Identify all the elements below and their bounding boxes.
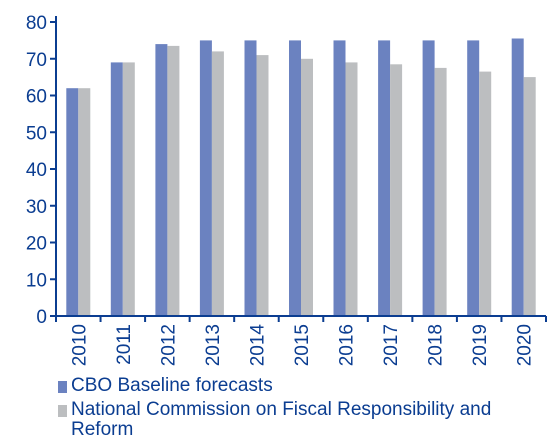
bar-cbo-2012 — [155, 44, 168, 316]
y-tick-label-40: 40 — [26, 160, 47, 181]
legend-swatch-cbo — [58, 381, 67, 393]
bar-commission-2020 — [523, 77, 536, 316]
y-tick-label-10: 10 — [26, 270, 47, 291]
x-tick-label-2017: 2017 — [381, 324, 402, 366]
bar-cbo-2018 — [422, 40, 435, 317]
bar-cbo-2019 — [467, 40, 480, 317]
y-tick-label-0: 0 — [36, 307, 47, 328]
legend: CBO Baseline forecasts National Commissi… — [58, 376, 538, 440]
bar-cbo-2013 — [199, 40, 212, 317]
y-tick-label-70: 70 — [26, 50, 47, 71]
y-tick-label-60: 60 — [26, 87, 47, 108]
x-tick-label-2013: 2013 — [203, 324, 224, 366]
legend-label-commission: National Commission on Fiscal Responsibi… — [71, 399, 492, 440]
legend-swatch-commission — [58, 405, 67, 417]
bar-cbo-2015 — [289, 40, 301, 317]
x-tick-label-2010: 2010 — [69, 324, 90, 366]
legend-item-commission: National Commission on Fiscal Responsibi… — [58, 400, 538, 440]
bar-commission-2012 — [167, 45, 180, 317]
bar-commission-2019 — [479, 71, 492, 316]
bar-commission-2015 — [301, 58, 313, 317]
bar-cbo-2020 — [511, 38, 524, 316]
bar-commission-2010 — [78, 88, 91, 316]
x-tick-label-2014: 2014 — [248, 324, 269, 367]
legend-label-cbo: CBO Baseline forecasts — [71, 375, 273, 396]
x-tick-label-2015: 2015 — [292, 324, 313, 366]
bar-commission-2018 — [434, 67, 447, 317]
bar-cbo-2011 — [110, 62, 123, 317]
y-tick-label-30: 30 — [26, 197, 47, 218]
legend-item-cbo: CBO Baseline forecasts — [58, 376, 538, 396]
plot-area: 0 10 20 30 40 50 60 70 80 2010 2011 2012 2013 2014 201… — [26, 13, 547, 367]
x-tick-label-2012: 2012 — [158, 324, 179, 366]
x-tick-label-2019: 2019 — [470, 324, 491, 366]
y-tick-label-80: 80 — [26, 13, 47, 34]
bar-cbo-2010 — [66, 88, 79, 316]
bar-commission-2014 — [256, 55, 269, 316]
bar-commission-2011 — [122, 62, 135, 317]
x-tick-label-2018: 2018 — [426, 324, 447, 366]
bar-cbo-2017 — [378, 40, 391, 317]
bar-commission-2013 — [211, 51, 224, 317]
x-tick-label-2011: 2011 — [114, 324, 135, 365]
bar-cbo-2016 — [333, 40, 346, 317]
x-tick-label-2020: 2020 — [515, 324, 536, 366]
y-tick-label-20: 20 — [26, 234, 47, 255]
bar-cbo-2014 — [244, 40, 257, 317]
bar-commission-2017 — [390, 64, 403, 316]
x-tick-label-2016: 2016 — [337, 324, 358, 366]
y-tick-label-50: 50 — [26, 123, 47, 144]
bar-commission-2016 — [345, 62, 358, 317]
